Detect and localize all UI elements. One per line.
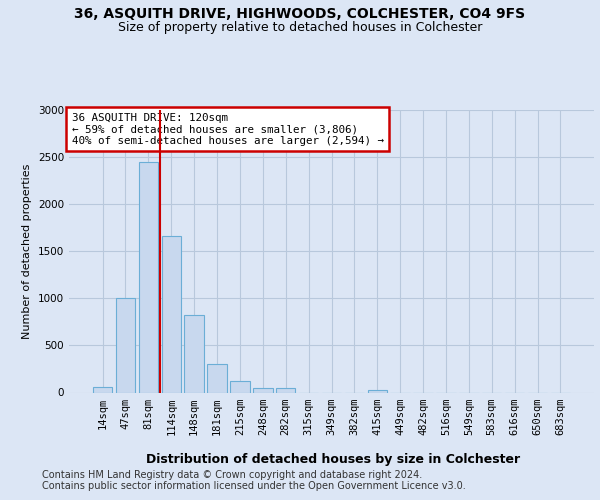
Text: Contains HM Land Registry data © Crown copyright and database right 2024.: Contains HM Land Registry data © Crown c… [42,470,422,480]
Text: Distribution of detached houses by size in Colchester: Distribution of detached houses by size … [146,452,520,466]
Text: Size of property relative to detached houses in Colchester: Size of property relative to detached ho… [118,21,482,34]
Bar [139,162,158,392]
Text: Contains public sector information licensed under the Open Government Licence v3: Contains public sector information licen… [42,481,466,491]
Bar [253,388,272,392]
Bar [276,388,295,392]
Y-axis label: Number of detached properties: Number of detached properties [22,164,32,339]
Bar [93,387,112,392]
Bar [184,316,204,392]
Text: 36 ASQUITH DRIVE: 120sqm
← 59% of detached houses are smaller (3,806)
40% of sem: 36 ASQUITH DRIVE: 120sqm ← 59% of detach… [71,113,383,146]
Bar [116,298,135,392]
Bar [368,390,387,392]
Text: 36, ASQUITH DRIVE, HIGHWOODS, COLCHESTER, CO4 9FS: 36, ASQUITH DRIVE, HIGHWOODS, COLCHESTER… [74,8,526,22]
Bar [208,364,227,392]
Bar [230,381,250,392]
Bar [161,236,181,392]
